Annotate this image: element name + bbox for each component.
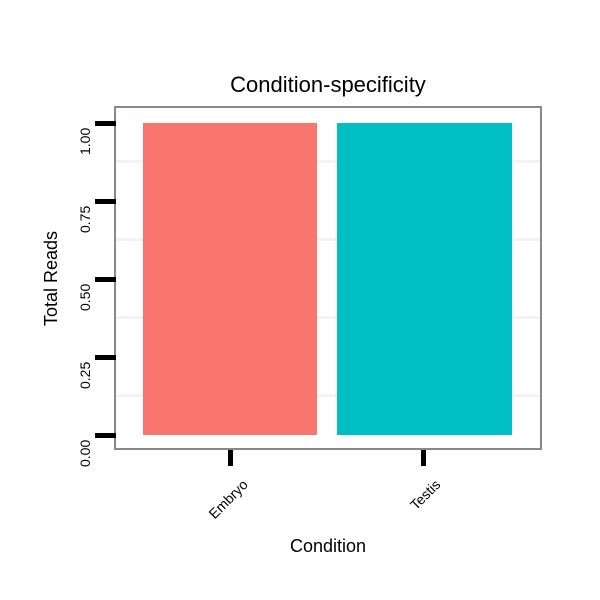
x-tick-mark: [421, 450, 426, 466]
minor-gridline: [116, 316, 540, 319]
x-tick-mark: [228, 450, 233, 466]
y-tick-mark: [95, 121, 116, 126]
y-axis-title: Total Reads: [41, 230, 61, 326]
y-tick-label: 0.75: [77, 205, 93, 233]
plot-panel: [114, 106, 542, 450]
y-tick-mark: [95, 355, 116, 360]
minor-gridline: [116, 160, 540, 163]
bar-embryo: [143, 123, 317, 435]
x-tick-label-testis: Testis: [406, 476, 444, 513]
bar-testis: [337, 123, 512, 435]
y-tick-label: 1.00: [77, 127, 93, 155]
minor-gridline: [116, 394, 540, 397]
y-tick-mark: [95, 433, 116, 438]
y-tick-mark: [95, 277, 116, 282]
y-tick-mark: [95, 199, 116, 204]
minor-gridline: [116, 238, 540, 241]
y-tick-label: 0.00: [77, 439, 93, 467]
x-tick-label-embryo: Embryo: [205, 476, 251, 522]
chart-title: Condition-specificity: [230, 72, 426, 97]
y-tick-label: 0.25: [77, 361, 93, 389]
x-axis-title: Condition: [289, 536, 367, 556]
y-tick-label: 0.50: [77, 283, 93, 311]
